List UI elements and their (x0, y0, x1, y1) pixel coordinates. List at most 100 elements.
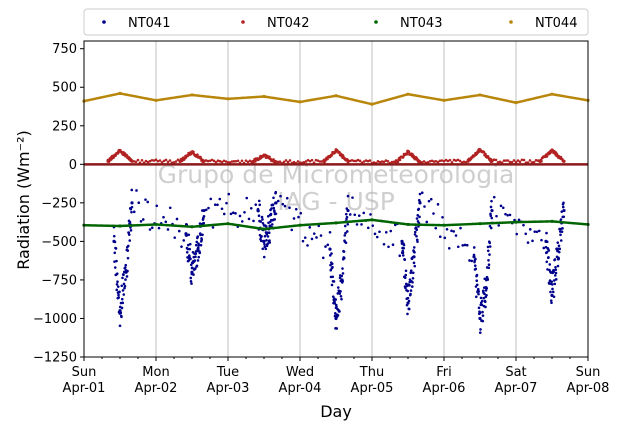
data-point (336, 314, 340, 317)
data-point (164, 220, 168, 224)
data-point (127, 231, 131, 235)
data-point (137, 201, 141, 205)
data-point (496, 160, 500, 164)
data-point (195, 264, 199, 268)
data-point (257, 214, 261, 218)
data-point (230, 160, 234, 163)
data-point (486, 249, 490, 253)
data-point (113, 251, 117, 255)
data-point (155, 204, 159, 208)
data-point (549, 290, 552, 294)
data-point-anchor (334, 316, 338, 321)
x-tick-label-date: Apr-03 (207, 381, 250, 396)
data-point (122, 293, 126, 296)
data-point (512, 159, 516, 162)
data-point (303, 236, 307, 239)
data-point (406, 289, 410, 293)
data-point (520, 158, 524, 162)
data-point (276, 199, 280, 203)
data-point (557, 250, 561, 254)
data-point (274, 212, 278, 216)
data-point (443, 236, 447, 240)
data-point-anchor (418, 160, 422, 164)
data-point (561, 205, 565, 209)
data-point (123, 286, 126, 290)
data-point (330, 153, 334, 156)
data-point-anchor (490, 159, 494, 163)
data-point-anchor (406, 150, 410, 154)
data-point (553, 274, 557, 277)
x-tick-label-date: Apr-06 (423, 381, 466, 396)
y-tick-label: 0 (69, 158, 77, 173)
data-point (226, 161, 230, 164)
data-point (488, 224, 492, 228)
data-point (244, 159, 248, 162)
data-point (436, 160, 440, 164)
data-point-anchor (334, 94, 338, 98)
data-point (506, 213, 510, 217)
x-tick-label-day: Thu (359, 365, 384, 380)
data-point (484, 289, 488, 292)
data-point-anchor (118, 148, 122, 153)
data-point (487, 259, 490, 262)
data-point (432, 160, 436, 163)
data-point (123, 284, 127, 288)
data-point (333, 314, 337, 318)
data-point (506, 159, 510, 162)
data-point (220, 160, 224, 164)
data-point (528, 159, 532, 162)
data-point (211, 226, 215, 229)
data-point (545, 250, 549, 254)
data-point (186, 243, 190, 247)
data-point (434, 226, 438, 230)
watermark-line-2: IAG - USP (277, 187, 395, 216)
data-point (193, 267, 197, 270)
data-point (483, 300, 487, 304)
data-point (456, 158, 460, 162)
data-point (331, 275, 335, 279)
data-point (477, 290, 481, 293)
y-tick-label: −500 (41, 235, 77, 250)
data-point (398, 254, 402, 258)
data-point (115, 272, 119, 275)
data-point (236, 159, 240, 163)
data-point-anchor (226, 222, 230, 226)
data-point (266, 235, 270, 238)
data-point (122, 273, 125, 277)
data-point (213, 203, 217, 207)
x-axis-title: Day (320, 402, 352, 421)
data-point (472, 246, 476, 249)
data-point (441, 215, 444, 219)
data-point-anchor (190, 270, 194, 274)
data-point-anchor (298, 223, 302, 227)
data-point (499, 204, 503, 208)
data-point (495, 214, 498, 218)
data-point (272, 206, 276, 210)
data-point (412, 246, 416, 249)
data-point (201, 233, 204, 237)
data-point (116, 285, 120, 288)
data-point (130, 188, 134, 192)
data-point (416, 214, 420, 217)
data-point-anchor (262, 227, 266, 231)
data-point (231, 211, 235, 215)
data-point (540, 238, 543, 242)
data-point (524, 232, 528, 236)
data-point (271, 203, 275, 207)
data-point (234, 212, 237, 215)
data-point (158, 159, 162, 162)
data-point (415, 217, 419, 220)
data-point (345, 215, 349, 219)
data-point (404, 286, 407, 290)
data-point (124, 278, 127, 281)
data-point (331, 295, 335, 298)
data-point (186, 247, 190, 251)
data-point-anchor (118, 224, 122, 228)
x-tick-label-day: Sat (505, 365, 526, 380)
data-point-anchor (478, 148, 482, 152)
data-point (292, 217, 296, 220)
data-point-anchor (106, 159, 110, 163)
data-point (152, 159, 156, 162)
data-point (189, 257, 192, 261)
data-point (318, 160, 322, 163)
